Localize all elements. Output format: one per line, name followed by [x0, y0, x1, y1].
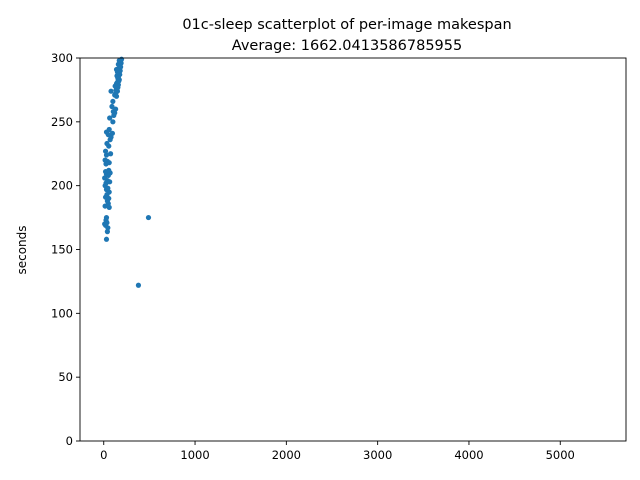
x-tick-label: 5000	[546, 448, 575, 462]
y-axis-label: seconds	[15, 225, 29, 274]
scatter-point	[104, 140, 110, 147]
scatter-point	[107, 115, 113, 121]
plot-area: 0 1000 2000 3000 4000 5000 0 50 100 150 200 250 300	[51, 51, 575, 462]
scatter-point	[113, 106, 119, 112]
x-tick-label: 3000	[363, 448, 392, 462]
scatter-point	[106, 126, 112, 133]
scatter-point	[103, 214, 110, 221]
scatter-point	[135, 282, 142, 288]
y-tick-label: 0	[66, 434, 73, 448]
scatter-point	[102, 148, 109, 154]
scatter-point	[108, 88, 114, 94]
scatter-point	[103, 236, 110, 242]
scatter-point	[109, 130, 116, 136]
x-tick-label: 4000	[454, 448, 483, 462]
x-tick-label: 2000	[272, 448, 301, 462]
scatter-point	[145, 214, 152, 221]
chart-title: 01c-sleep scatterplot of per-image makes…	[182, 17, 511, 33]
scatter-point	[107, 151, 114, 157]
scatter-point	[110, 119, 116, 125]
scatter-point	[102, 157, 108, 163]
scatter-point	[106, 167, 112, 173]
y-tick-label: 100	[51, 306, 73, 320]
y-tick-label: 300	[51, 51, 73, 65]
x-tick-label: 1000	[180, 448, 209, 462]
y-tick-label: 50	[58, 370, 73, 384]
chart-subtitle: Average: 1662.0413586785955	[232, 38, 462, 54]
axes-frame	[79, 57, 627, 442]
scatter-point	[109, 103, 115, 110]
scatter-point	[104, 229, 110, 235]
scatter-point	[110, 98, 116, 105]
y-tick-label: 150	[51, 243, 73, 257]
y-tick-label: 250	[51, 115, 73, 129]
y-tick-label: 200	[51, 179, 73, 193]
scatter-point	[118, 56, 125, 62]
x-tick-label: 0	[100, 448, 107, 462]
